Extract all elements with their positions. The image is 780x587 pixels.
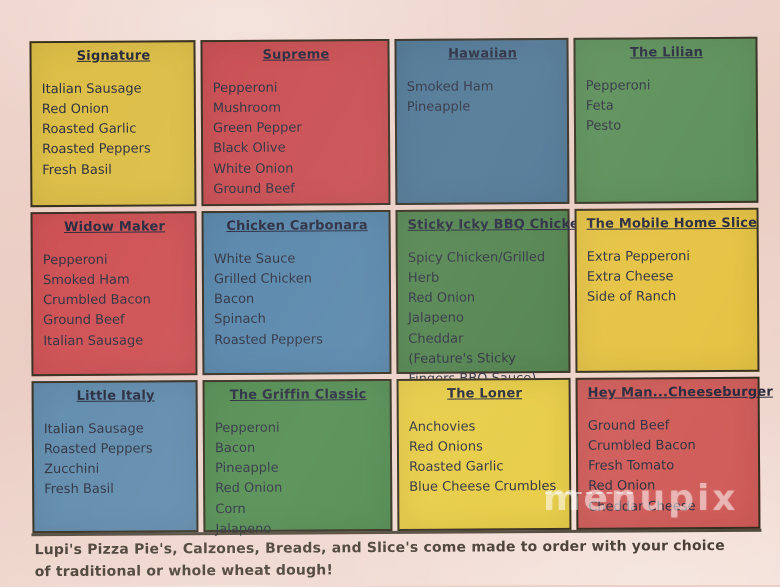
menu-cell: Little Italy Italian Sausage Roasted Pepp… [31,380,199,534]
ingredient: Fresh Basil [44,482,114,498]
ingredient: Feta [585,98,614,114]
ingredient: Mushroom [212,100,282,117]
ingredient: Red Onion [215,481,283,497]
watermark-dashed-line [545,492,633,494]
menu-cell: The Griffin Classic Pepperoni Bacon Pineap… [202,378,393,537]
pizza-name: Signature [76,48,151,64]
pizza-name: The Mobile Home Slice [586,215,758,232]
ingredient: Black Olive [213,141,286,157]
ingredient: Cheddar [408,331,464,347]
ingredient: Pesto [585,118,622,135]
ingredient: Anchovies [408,419,476,435]
ingredient: Smoked Ham [406,79,494,95]
ingredient: Fresh Basil [42,162,112,178]
menu-cell: The Lilian Pepperoni Feta Pesto [573,36,759,204]
ingredient: Spicy Chicken/Grilled Herb [407,250,546,287]
ingredient-list: Pepperoni Smoked Ham Crumbled Bacon Ground … [43,250,188,352]
pizza-name: Hawaiian [447,46,518,62]
pizza-name: Little Italy [76,388,155,404]
ingredient: Bacon [214,440,256,457]
menu-cell: Signature Italian Sausage Red Onion Roaste… [29,40,197,208]
ingredient: Crumbled Bacon [42,292,151,309]
ingredient: Red Onion [41,101,110,118]
ingredient: Bacon [213,292,255,308]
pizza-name: The Griffin Classic [229,387,367,403]
ingredient: Pineapple [215,460,279,477]
menu-cell: Supreme Pepperoni Mushroom Green Pepper Bla… [200,38,391,207]
ingredient-list: Extra Pepperoni Extra Cheese Side of Ranch [587,247,749,308]
ingredient: Corn [215,501,246,517]
ingredient: Jalapeno [408,310,465,327]
ingredient: White Onion [213,161,294,177]
ingredient-list: Italian Sausage Roasted Peppers Zucchini Fr… [44,419,188,500]
ingredient: Pepperoni [585,78,651,94]
ingredient-list: Italian Sausage Red Onion Roasted Garlic Ro… [42,79,187,181]
pizza-name: The Lilian [629,45,704,61]
ingredient: Zucchini [44,462,100,478]
ingredient: Italian Sausage [43,333,144,349]
ingredient: Ground Beef [43,313,125,329]
ingredient: Green Pepper [212,120,302,137]
pizza-name: Sticky Icky BBQ Chicken [407,216,589,233]
ingredient: Ground Beef [587,418,670,434]
ingredient-list: Pepperoni Bacon Pineapple Red Onion Corn Jala… [215,418,383,540]
ingredient-list: Pepperoni Feta Pesto [586,76,748,137]
ingredient: Side of Ranch [586,289,677,306]
ingredient: Fresh Tomato [588,458,675,475]
ingredient: Pepperoni [42,252,108,269]
ingredient: Smoked Ham [42,272,130,289]
footer-note: Lupi's Pizza Pie's, Calzones, Breads, an… [34,537,726,580]
pizza-grid: Signature Italian Sausage Red Onion Roaste… [29,36,774,537]
ingredient: Pineapple [406,99,471,116]
ingredient-list: Spicy Chicken/Grilled Herb Red Onion Jalap… [408,248,561,390]
menu-cell: The Mobile Home Slice Extra Pepperoni Ext… [574,207,760,373]
ingredient: Red Onion [407,290,476,307]
pizza-name: Supreme [262,47,330,63]
ingredient: Pepperoni [212,80,278,97]
ingredient: Ground Beef [213,181,295,197]
menu-cell: Widow Maker Pepperoni Smoked Ham Crumbled … [30,211,198,377]
ingredient: Spinach [214,312,266,328]
ingredient: Jalapeno [215,521,272,537]
ingredient: Roasted Peppers [42,141,151,158]
ingredient: Extra Pepperoni [586,249,691,265]
ingredient: Italian Sausage [43,421,144,438]
ingredient: Roasted Peppers [43,441,153,458]
pizza-name: Hey Man...Cheeseburger [587,384,774,401]
ingredient-list: Anchovies Red Onions Roasted Garlic Blue Ch… [409,417,561,498]
ingredient: Italian Sausage [41,81,142,98]
menupix-watermark: menupix [543,478,739,519]
ingredient: Red Onions [408,439,483,456]
pizza-name: Chicken Carbonara [226,218,368,234]
ingredient: Roasted Garlic [409,459,504,476]
ingredient: Roasted Peppers [214,331,323,348]
menu-cell: Hawaiian Smoked Ham Pineapple [394,37,570,205]
ingredient: Blue Cheese Crumbles [409,479,557,496]
pizza-name: The Loner [447,386,523,402]
menu-cell: Sticky Icky BBQ Chicken Spicy Chicken/Gr… [395,208,589,387]
ingredient: Extra Cheese [586,269,674,285]
pizza-name: Widow Maker [64,219,166,235]
menu-cell: Chicken Carbonara White Sauce Grilled Chi… [201,209,392,376]
ingredient: White Sauce [213,251,296,268]
ingredient: Pepperoni [214,420,280,437]
ingredient-list: Pepperoni Mushroom Green Pepper Black Olive… [213,78,381,200]
ingredient: Crumbled Bacon [587,438,696,454]
ingredient-list: White Sauce Grilled Chicken Bacon Spinach Ro… [214,249,382,351]
ingredient: Roasted Garlic [41,121,137,138]
ingredient-list: Smoked Ham Pineapple [407,77,559,118]
ingredient: Grilled Chicken [213,271,312,288]
